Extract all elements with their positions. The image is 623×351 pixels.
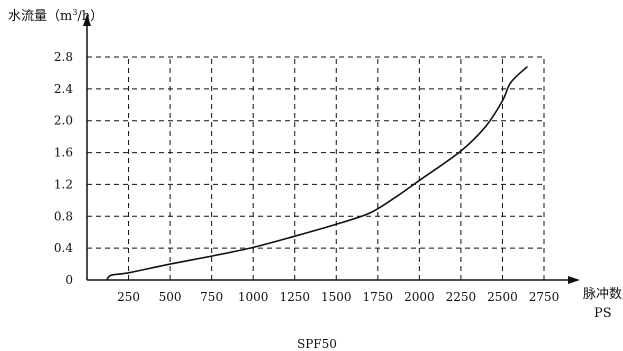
- y-axis-arrow: [83, 14, 91, 26]
- x-tick-label: 1000: [238, 290, 269, 304]
- x-tick-labels: 250 500 750 1000 1250 1500 1750 2000 2250 2500 275…: [117, 290, 559, 304]
- x-tick-label: 2250: [446, 290, 477, 304]
- x-tick-label: 2500: [487, 290, 518, 304]
- x-axis-title: 脉冲数: [583, 287, 622, 302]
- series-line: [106, 65, 528, 281]
- chart-caption: SPF50: [297, 337, 337, 351]
- x-tick-label: 250: [117, 290, 140, 304]
- x-tick-label: 2750: [529, 290, 560, 304]
- y-tick-label: 0: [65, 273, 73, 287]
- y-tick-label: 2.0: [54, 114, 73, 128]
- x-tick-label: 1250: [279, 290, 310, 304]
- y-tick-label: 0.8: [54, 209, 73, 223]
- y-tick-label: 2.4: [54, 82, 73, 96]
- y-tick-label: 1.6: [54, 146, 73, 160]
- x-tick-label: 1500: [321, 290, 352, 304]
- x-tick-label: 500: [159, 290, 182, 304]
- x-tick-label: 750: [200, 290, 223, 304]
- x-tick-label: 2000: [404, 290, 435, 304]
- y-tick-label: 0.4: [54, 241, 73, 255]
- grid-lines: [87, 56, 545, 280]
- y-tick-label: 1.2: [54, 177, 73, 191]
- y-tick-labels: 0 0.4 0.8 1.2 1.6 2.0 2.4 2.8: [54, 50, 73, 287]
- y-tick-label: 2.8: [54, 50, 73, 64]
- x-axis-arrow: [568, 276, 580, 284]
- y-axis-title: 水流量（m3/h）: [8, 8, 103, 24]
- axes: [83, 14, 580, 284]
- x-axis-unit: PS: [594, 306, 612, 321]
- x-tick-label: 1750: [363, 290, 394, 304]
